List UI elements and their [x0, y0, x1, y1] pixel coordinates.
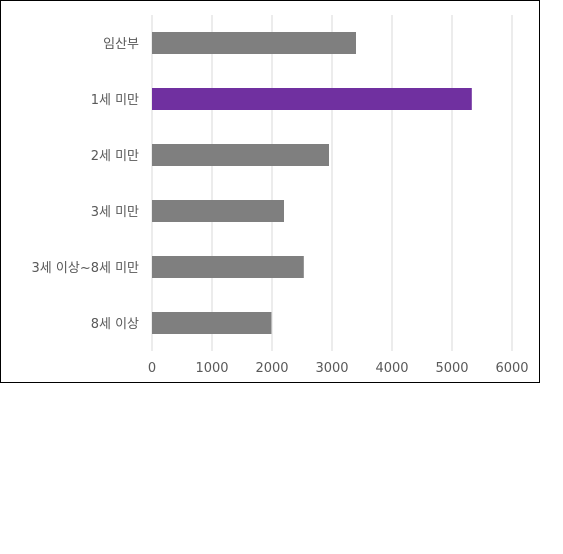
chart-frame: 임산부 1세 미만 2세 미만 3세 미만 3세 이상~8세 미만 8세 이상 0 1000… [0, 0, 540, 383]
bar [152, 32, 356, 54]
x-tick-label: 5000 [435, 361, 468, 376]
bar [152, 88, 472, 110]
bar [152, 200, 284, 222]
bar [152, 256, 304, 278]
category-label: 8세 이상 [91, 317, 139, 332]
x-tick-label: 0 [148, 361, 156, 376]
category-label: 1세 미만 [91, 93, 139, 108]
category-label: 3세 이상~8세 미만 [32, 261, 139, 276]
category-labels: 임산부 1세 미만 2세 미만 3세 미만 3세 이상~8세 미만 8세 이상 [32, 37, 139, 332]
category-label: 2세 미만 [91, 149, 139, 164]
x-tick-labels: 0 1000 2000 3000 4000 5000 6000 [148, 361, 529, 376]
bar [152, 312, 272, 334]
category-label: 임산부 [103, 37, 139, 52]
x-tick-label: 4000 [375, 361, 408, 376]
gridlines [151, 15, 513, 351]
bar-chart: 임산부 1세 미만 2세 미만 3세 미만 3세 이상~8세 미만 8세 이상 0 1000… [32, 15, 529, 376]
x-tick-label: 6000 [495, 361, 528, 376]
x-tick-label: 3000 [315, 361, 348, 376]
bars [152, 32, 472, 334]
bar [152, 144, 329, 166]
category-label: 3세 미만 [91, 205, 139, 220]
x-tick-label: 2000 [255, 361, 288, 376]
x-tick-label: 1000 [195, 361, 228, 376]
